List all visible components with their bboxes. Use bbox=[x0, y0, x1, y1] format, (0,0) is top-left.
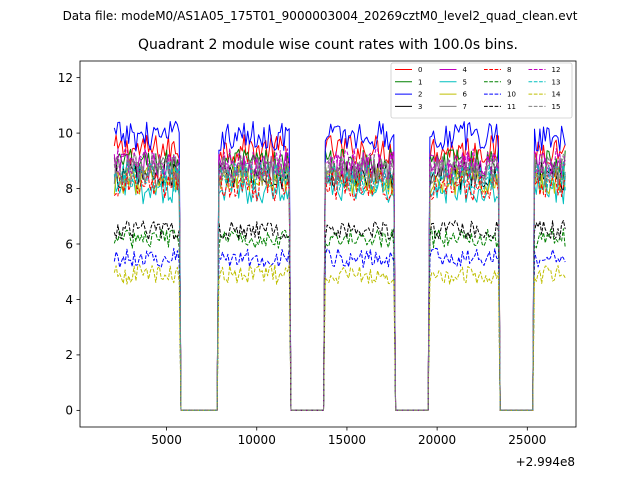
chart-title: Quadrant 2 module wise count rates with … bbox=[138, 37, 518, 53]
y-tick-label: 0 bbox=[65, 404, 73, 418]
legend-label-1: 1 bbox=[418, 78, 422, 86]
legend-label-5: 5 bbox=[463, 78, 467, 86]
series-line-11 bbox=[113, 220, 566, 411]
plot-area bbox=[113, 120, 566, 411]
legend-label-0: 0 bbox=[418, 66, 422, 74]
series-line-6 bbox=[113, 164, 566, 411]
legend-label-6: 6 bbox=[463, 91, 468, 99]
y-tick-label: 2 bbox=[65, 348, 73, 362]
x-tick-label: 5000 bbox=[151, 433, 182, 447]
series-line-7 bbox=[113, 156, 566, 411]
legend-label-4: 4 bbox=[463, 66, 468, 74]
y-tick-label: 12 bbox=[58, 71, 73, 85]
series-line-5 bbox=[113, 172, 566, 411]
series-line-13 bbox=[113, 161, 566, 411]
legend-label-12: 12 bbox=[552, 66, 561, 74]
legend-label-11: 11 bbox=[507, 103, 516, 111]
series-line-8 bbox=[113, 170, 566, 411]
series-line-15 bbox=[113, 153, 566, 411]
series-line-9 bbox=[113, 228, 566, 411]
y-tick-label: 10 bbox=[58, 126, 73, 140]
series-line-14 bbox=[113, 264, 566, 411]
series-line-12 bbox=[113, 147, 566, 411]
legend-label-3: 3 bbox=[418, 103, 422, 111]
legend-box bbox=[390, 62, 573, 119]
y-tick-label: 6 bbox=[65, 237, 73, 251]
legend-label-13: 13 bbox=[552, 78, 561, 86]
y-tick-label: 4 bbox=[65, 293, 73, 307]
x-offset-label: +2.994e8 bbox=[516, 455, 575, 469]
legend-label-9: 9 bbox=[507, 78, 511, 86]
x-tick-label: 25000 bbox=[508, 433, 546, 447]
legend-label-10: 10 bbox=[507, 91, 516, 99]
legend-label-14: 14 bbox=[552, 91, 561, 99]
x-tick-label: 15000 bbox=[328, 433, 366, 447]
legend-label-15: 15 bbox=[552, 103, 561, 111]
legend-label-8: 8 bbox=[507, 66, 511, 74]
x-tick-label: 20000 bbox=[418, 433, 456, 447]
legend-label-2: 2 bbox=[418, 91, 422, 99]
x-tick-label: 10000 bbox=[238, 433, 276, 447]
y-tick-label: 8 bbox=[65, 182, 73, 196]
data-file-label: Data file: modeM0/AS1A05_175T01_90000030… bbox=[63, 9, 578, 23]
legend-label-7: 7 bbox=[463, 103, 467, 111]
